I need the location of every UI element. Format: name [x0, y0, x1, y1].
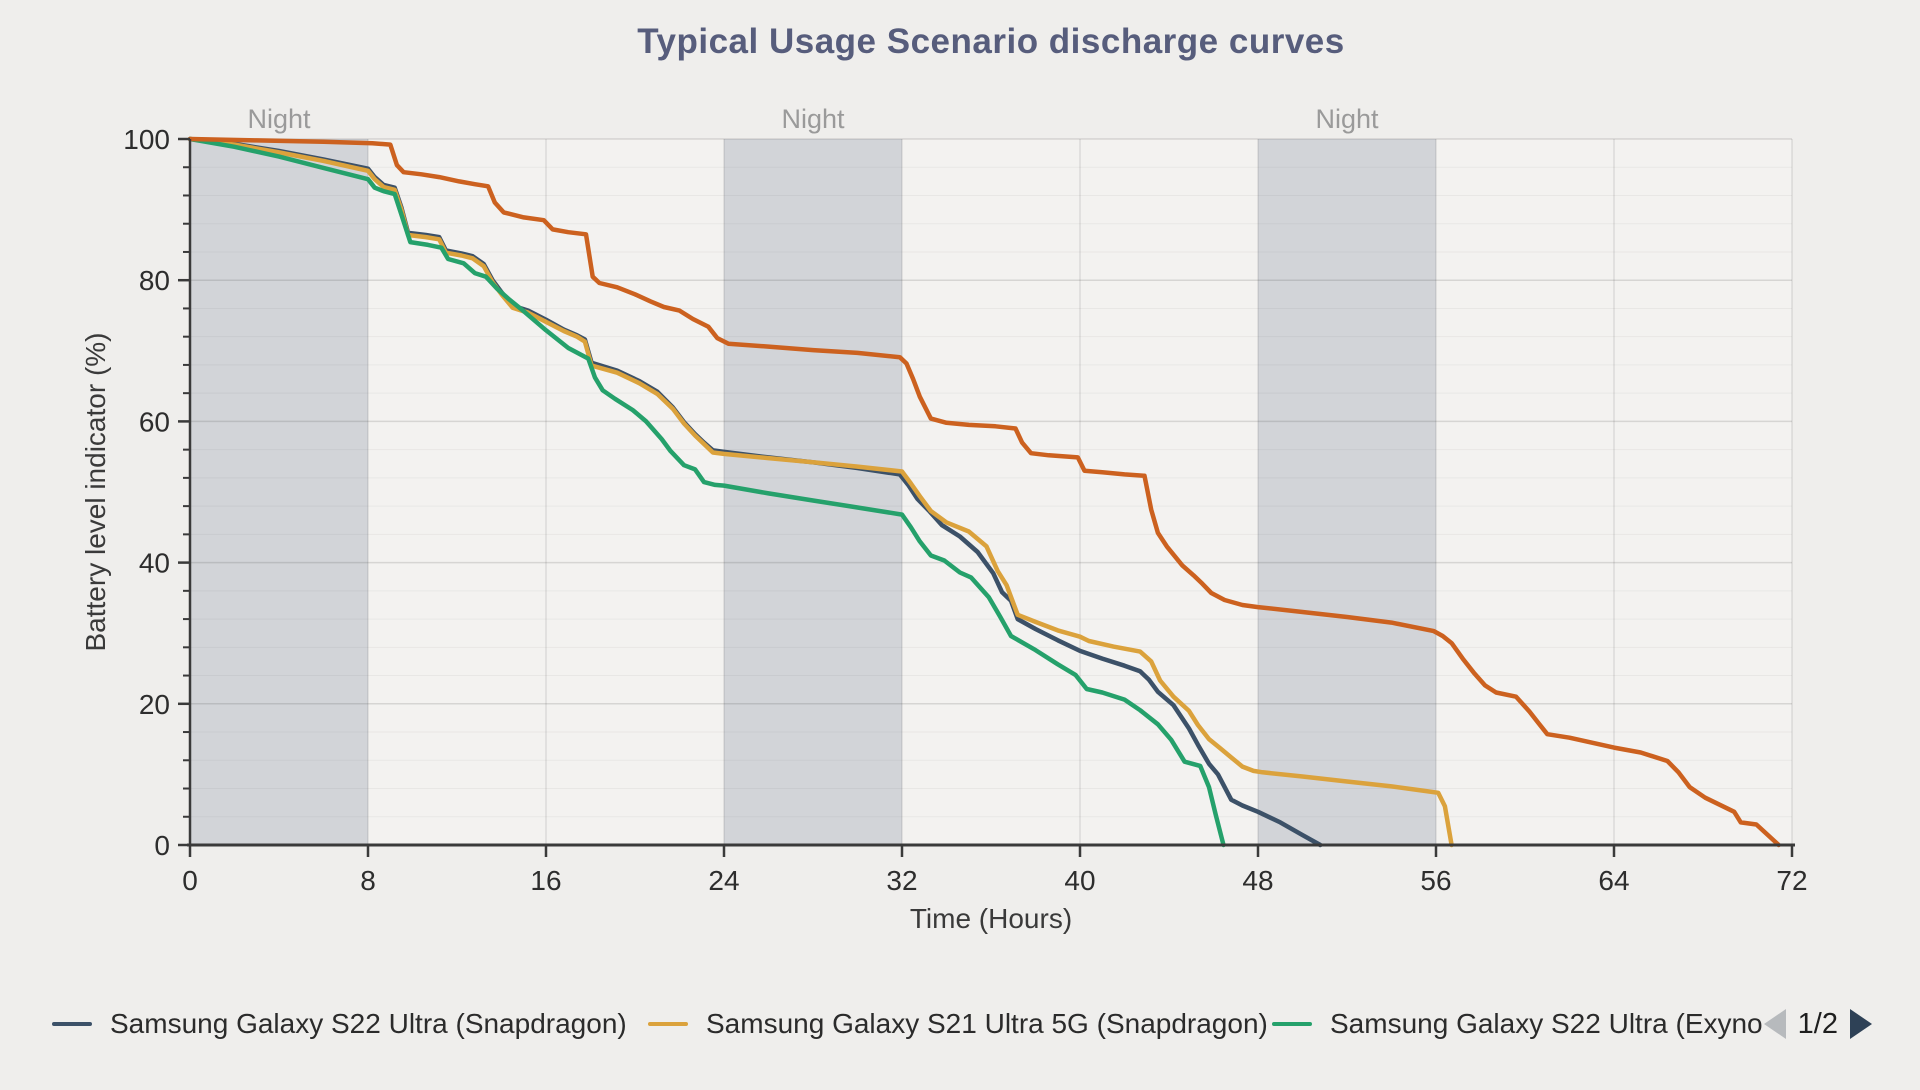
y-tick-label: 80 [139, 265, 170, 296]
x-tick-label: 32 [886, 865, 917, 896]
series-line-4 [187, 136, 1781, 848]
y-tick-label: 0 [154, 830, 170, 861]
x-tick-label: 16 [530, 865, 561, 896]
legend-item-3[interactable]: Samsung Galaxy S22 Ultra (Exyno [1272, 998, 1763, 1050]
legend-item-2[interactable]: Samsung Galaxy S21 Ultra 5G (Snapdragon) [648, 998, 1268, 1050]
legend-item-1[interactable]: Samsung Galaxy S22 Ultra (Snapdragon) [52, 998, 627, 1050]
discharge-curves-chart: Night Night Night 0 20 40 60 80 100 0 8 16 24 32 40 48 5… [123, 104, 1807, 896]
legend-item-label: Samsung Galaxy S21 Ultra 5G (Snapdragon) [706, 1008, 1268, 1039]
night-band [190, 139, 368, 845]
x-tick-label: 0 [182, 865, 198, 896]
y-tick-label: 100 [123, 124, 170, 155]
legend-prev-arrow-icon[interactable] [1763, 1009, 1786, 1039]
x-tick-label: 8 [360, 865, 376, 896]
y-tick-label: 20 [139, 689, 170, 720]
night-label: Night [247, 104, 311, 134]
chart-title: Typical Usage Scenario discharge curves [637, 22, 1345, 61]
legend-item-label: Samsung Galaxy S22 Ultra (Snapdragon) [110, 1008, 627, 1039]
night-band [1258, 139, 1436, 845]
x-tick-label: 72 [1776, 865, 1807, 896]
night-label: Night [781, 104, 845, 134]
legend-swatch-icon [648, 1022, 688, 1026]
legend-swatch-icon [1272, 1022, 1312, 1026]
legend-item-label: Samsung Galaxy S22 Ultra (Exyno [1330, 1008, 1763, 1039]
x-tick-label: 48 [1242, 865, 1273, 896]
x-tick-label: 64 [1598, 865, 1629, 896]
legend-next-arrow-icon[interactable] [1850, 1009, 1872, 1039]
legend-pager: 1/2 [1763, 998, 1872, 1050]
x-tick-label: 24 [708, 865, 739, 896]
series-line-3 [187, 136, 1226, 848]
legend: 1/2 Samsung Galaxy S22 Ultra (Snapdragon… [0, 998, 1920, 1050]
y-tick-label: 60 [139, 406, 170, 437]
x-tick-label: 40 [1064, 865, 1095, 896]
night-label: Night [1315, 104, 1379, 134]
y-tick-label: 40 [139, 548, 170, 579]
x-tick-label: 56 [1420, 865, 1451, 896]
legend-page-indicator: 1/2 [1797, 1007, 1838, 1040]
legend-swatch-icon [52, 1022, 92, 1026]
x-axis-title: Time (Hours) [909, 903, 1073, 934]
